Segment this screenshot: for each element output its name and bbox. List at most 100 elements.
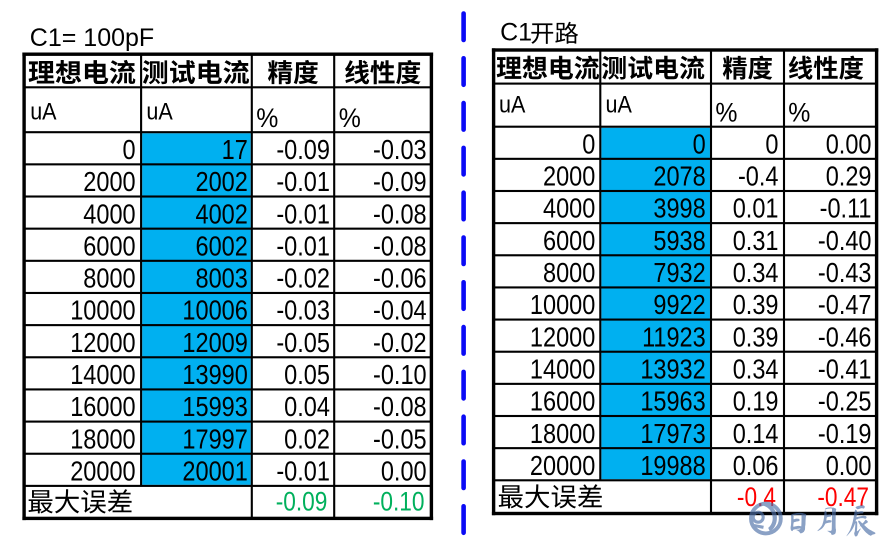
svg-text:0.00: 0.00: [826, 451, 872, 481]
svg-text:17: 17: [222, 135, 248, 165]
svg-text:uA: uA: [146, 97, 173, 125]
svg-text:-0.05: -0.05: [373, 425, 427, 455]
svg-text:20000: 20000: [70, 457, 135, 487]
svg-text:-0.09: -0.09: [276, 487, 328, 517]
svg-text:6000: 6000: [543, 226, 595, 256]
svg-text:%: %: [715, 99, 737, 128]
svg-text:13990: 13990: [182, 360, 247, 390]
svg-text:6000: 6000: [83, 232, 135, 262]
svg-text:0: 0: [765, 130, 778, 160]
svg-text:8003: 8003: [195, 264, 247, 294]
svg-text:-0.11: -0.11: [820, 194, 872, 224]
svg-text:-0.01: -0.01: [276, 457, 330, 487]
svg-text:0.31: 0.31: [733, 226, 779, 256]
svg-text:-0.06: -0.06: [373, 264, 427, 294]
svg-text:19988: 19988: [640, 451, 705, 481]
svg-text:%: %: [788, 99, 810, 128]
svg-text:20000: 20000: [530, 451, 595, 481]
svg-text:-0.01: -0.01: [276, 199, 330, 229]
svg-text:18000: 18000: [70, 425, 135, 455]
svg-text:15993: 15993: [182, 392, 247, 422]
svg-text:0.19: 0.19: [733, 387, 779, 417]
svg-text:uA: uA: [606, 90, 633, 118]
svg-text:2078: 2078: [653, 162, 705, 192]
svg-text:-0.02: -0.02: [276, 264, 330, 294]
svg-text:C1: C1: [500, 19, 532, 47]
svg-text:0.02: 0.02: [284, 425, 330, 455]
svg-text:11923: 11923: [642, 322, 706, 352]
svg-text:-0.03: -0.03: [276, 296, 330, 326]
svg-text:10006: 10006: [182, 296, 247, 326]
svg-text:-0.05: -0.05: [276, 328, 330, 358]
svg-text:4000: 4000: [83, 199, 135, 229]
svg-text:6002: 6002: [195, 232, 247, 262]
svg-text:9922: 9922: [653, 290, 705, 320]
svg-text:-0.09: -0.09: [276, 135, 330, 165]
svg-text:14000: 14000: [530, 355, 595, 385]
svg-text:12009: 12009: [182, 328, 247, 358]
svg-text:7932: 7932: [653, 258, 705, 288]
svg-text:2000: 2000: [83, 167, 135, 197]
svg-text:-0.10: -0.10: [373, 487, 425, 517]
svg-text:2002: 2002: [195, 167, 247, 197]
svg-text:5938: 5938: [653, 226, 705, 256]
svg-text:C1= 100pF: C1= 100pF: [30, 24, 154, 52]
svg-text:-0.01: -0.01: [276, 167, 330, 197]
svg-text:15963: 15963: [640, 387, 705, 417]
svg-text:8000: 8000: [543, 258, 595, 288]
svg-text:-0.40: -0.40: [818, 226, 872, 256]
svg-text:10000: 10000: [530, 290, 595, 320]
svg-text:17997: 17997: [182, 425, 247, 455]
svg-text:18000: 18000: [530, 419, 595, 449]
svg-text:2000: 2000: [543, 162, 595, 192]
svg-text:20001: 20001: [182, 457, 247, 487]
svg-text:16000: 16000: [530, 387, 595, 417]
svg-text:%: %: [256, 104, 278, 133]
svg-text:-0.04: -0.04: [373, 296, 427, 326]
svg-text:12000: 12000: [530, 322, 595, 352]
svg-text:0.05: 0.05: [284, 360, 330, 390]
svg-text:-0.01: -0.01: [276, 232, 330, 262]
svg-text:-0.03: -0.03: [373, 135, 427, 165]
svg-text:-0.08: -0.08: [373, 232, 427, 262]
svg-text:0.34: 0.34: [733, 258, 779, 288]
svg-text:0: 0: [582, 130, 595, 160]
svg-text:-0.47: -0.47: [818, 290, 872, 320]
svg-text:4000: 4000: [543, 194, 595, 224]
svg-text:13932: 13932: [640, 355, 705, 385]
svg-text:0.04: 0.04: [284, 392, 330, 422]
svg-text:-0.10: -0.10: [373, 360, 427, 390]
svg-text:-0.08: -0.08: [373, 392, 427, 422]
svg-text:-0.25: -0.25: [818, 387, 872, 417]
svg-text:12000: 12000: [70, 328, 135, 358]
svg-text:8000: 8000: [83, 264, 135, 294]
svg-text:uA: uA: [499, 90, 526, 118]
svg-text:-0.46: -0.46: [818, 322, 872, 352]
svg-text:3998: 3998: [653, 194, 705, 224]
svg-text:10000: 10000: [70, 296, 135, 326]
svg-text:-0.43: -0.43: [818, 258, 872, 288]
svg-text:-0.02: -0.02: [373, 328, 427, 358]
svg-text:%: %: [339, 104, 361, 133]
svg-text:-0.19: -0.19: [818, 419, 872, 449]
svg-text:0.39: 0.39: [733, 290, 779, 320]
svg-text:0.29: 0.29: [826, 162, 872, 192]
svg-text:0.39: 0.39: [733, 322, 779, 352]
svg-text:0: 0: [693, 130, 706, 160]
svg-text:0.00: 0.00: [381, 457, 427, 487]
svg-text:14000: 14000: [70, 360, 135, 390]
svg-text:0.01: 0.01: [733, 194, 779, 224]
svg-text:16000: 16000: [70, 392, 135, 422]
svg-text:-0.41: -0.41: [818, 355, 872, 385]
svg-text:0: 0: [123, 135, 136, 165]
svg-text:17973: 17973: [640, 419, 705, 449]
svg-text:-0.08: -0.08: [373, 199, 427, 229]
svg-text:0.34: 0.34: [733, 355, 779, 385]
svg-text:0.00: 0.00: [826, 130, 872, 160]
svg-text:-0.4: -0.4: [738, 162, 779, 192]
svg-text:0.14: 0.14: [733, 419, 779, 449]
svg-text:uA: uA: [30, 97, 57, 125]
svg-text:-0.09: -0.09: [373, 167, 427, 197]
svg-text:4002: 4002: [195, 199, 247, 229]
svg-text:0.06: 0.06: [733, 451, 779, 481]
